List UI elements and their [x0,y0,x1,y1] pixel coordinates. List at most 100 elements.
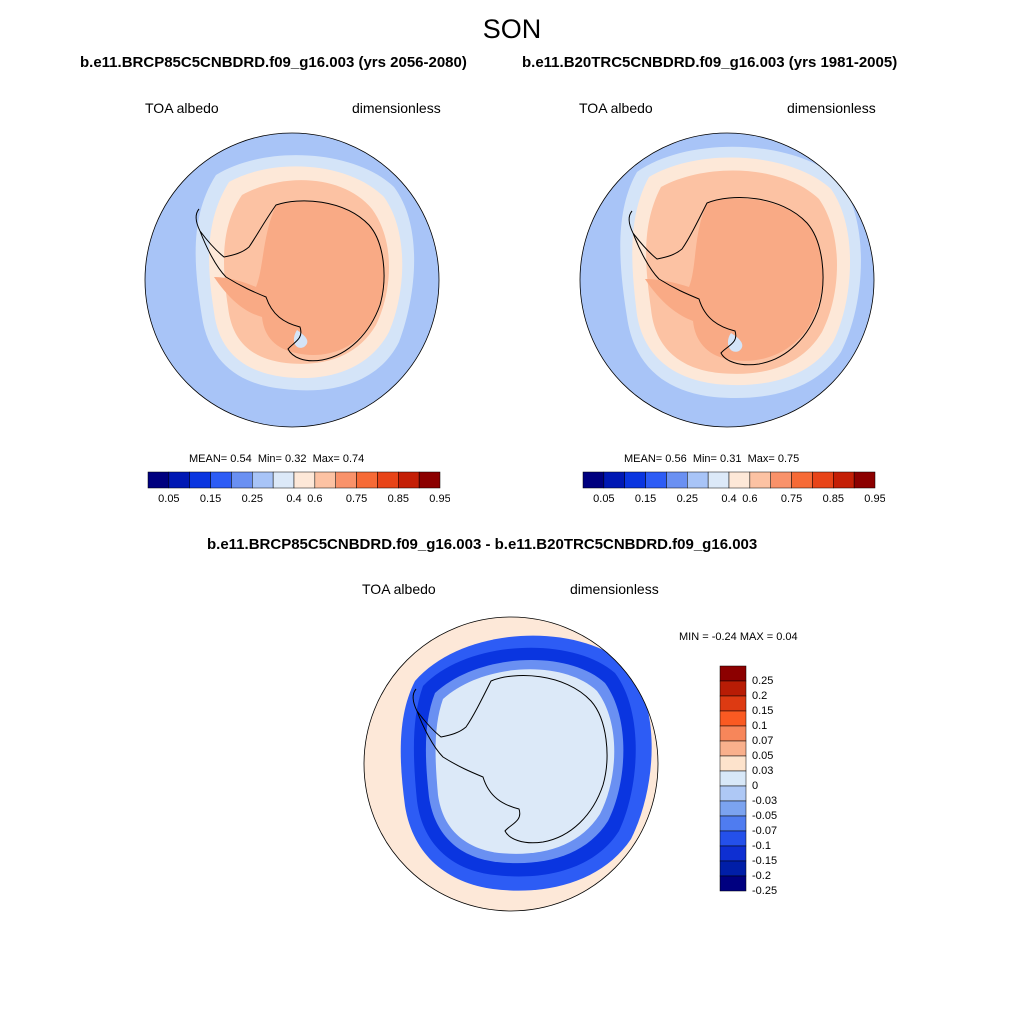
diff-polar-map [363,616,659,912]
panel-2-case-title: b.e11.B20TRC5CNBDRD.f09_g16.003 (yrs 198… [522,54,898,71]
colorbar-box [687,471,709,489]
colorbar-box [356,471,378,489]
panel-2-min-value: 0.31 [720,453,742,465]
colorbar-tick-label: 0.07 [752,735,773,747]
colorbar-tick-label: 0.05 [752,750,773,762]
colorbar-box [252,471,274,489]
colorbar-box [719,770,747,787]
colorbar-box [812,471,834,489]
colorbar-tick-label: 0.25 [677,493,698,505]
colorbar-box [770,471,792,489]
colorbar-box [853,471,876,489]
colorbar-box [645,471,667,489]
colorbar-box [293,471,316,489]
colorbar-box [377,471,399,489]
colorbar-tick-label: 0.75 [346,493,367,505]
panel-2-max-value: 0.75 [777,453,800,465]
diff-colorbar-boxes [719,665,747,892]
colorbar-box [719,785,747,802]
colorbar-box [719,740,747,757]
panel-2-colorbar-ticks: 0.05 0.15 0.25 0.4 0.6 0.75 0.85 0.95 [593,493,885,505]
figure-title: SON [482,14,542,44]
panel-2-units-label: dimensionless [787,100,876,116]
colorbar-tick-label: 0.85 [388,493,409,505]
colorbar-tick-label: 0.25 [752,675,773,687]
colorbar-box [210,471,232,489]
colorbar-tick-label: 0.25 [242,493,263,505]
colorbar-box [314,471,336,489]
colorbar-box [719,860,747,877]
colorbar-box [666,471,688,489]
colorbar-box [719,680,747,697]
panel-2-max-label: Max= [747,453,775,465]
panel-1-min-value: 0.32 [285,453,307,465]
colorbar-tick-label: 0.95 [864,493,885,505]
colorbar-tick-label: -0.1 [752,840,771,852]
panel-2-colorbar-boxes [582,471,876,489]
diff-units-label: dimensionless [570,581,659,597]
colorbar-tick-label: 0.85 [823,493,844,505]
panel-1-mean-value: 0.54 [230,453,252,465]
colorbar-tick-label: -0.25 [752,885,777,897]
colorbar-tick-label: 0.4 [721,493,736,505]
colorbar-box [582,471,605,489]
colorbar-tick-label: 0.05 [593,493,614,505]
panel-2-mean-value: 0.56 [665,453,687,465]
colorbar-box [719,845,747,862]
colorbar-box [719,830,747,847]
panel-1-case-title: b.e11.BRCP85C5CNBDRD.f09_g16.003 (yrs 20… [80,54,467,71]
colorbar-box [719,710,747,727]
diff-colorbar: 0.25 0.2 0.15 0.1 0.07 0.05 0.03 0 -0.03 -0.05 -0.… [719,665,777,897]
colorbar-box [189,471,211,489]
colorbar-tick-label: 0.2 [752,690,767,702]
panel-1-colorbar-ticks: 0.05 0.15 0.25 0.4 0.6 0.75 0.85 0.95 [158,493,450,505]
colorbar-box [707,471,730,489]
colorbar-box [791,471,813,489]
colorbar-tick-label: 0.4 [286,493,301,505]
colorbar-box [719,695,747,712]
colorbar-tick-label: -0.07 [752,825,777,837]
colorbar-tick-label: 0.15 [200,493,221,505]
colorbar-box [719,725,747,742]
panel-1-colorbar: 0.05 0.15 0.25 0.4 0.6 0.75 0.85 0.95 [147,471,450,505]
colorbar-tick-label: 0.6 [307,493,322,505]
colorbar-tick-label: 0.95 [429,493,450,505]
colorbar-tick-label: 0.6 [742,493,757,505]
colorbar-box [749,471,771,489]
colorbar-box [603,471,625,489]
panel-1-variable-label: TOA albedo [145,100,219,116]
colorbar-box [719,815,747,832]
panel-1-min-label: Min= [257,453,282,465]
panel-1-max-label: Max= [312,453,340,465]
colorbar-tick-label: 0.15 [635,493,656,505]
colorbar-tick-label: 0.05 [158,493,179,505]
panel-2-min-label: Min= [692,453,717,465]
colorbar-box [418,471,441,489]
diff-colorbar-ticks: 0.25 0.2 0.15 0.1 0.07 0.05 0.03 0 -0.03 -0.05 -0.… [752,675,777,897]
colorbar-box [719,755,747,772]
colorbar-box [728,471,751,489]
colorbar-box [147,471,170,489]
colorbar-box [335,471,357,489]
colorbar-box [719,875,747,892]
colorbar-tick-label: 0.03 [752,765,773,777]
diff-case-title: b.e11.BRCP85C5CNBDRD.f09_g16.003 - b.e11… [207,536,758,553]
colorbar-tick-label: -0.15 [752,855,777,867]
panel-2-polar-map [579,132,875,428]
panel-1-polar-map [144,132,440,428]
panel-2-colorbar: 0.05 0.15 0.25 0.4 0.6 0.75 0.85 0.95 [582,471,885,505]
colorbar-box [272,471,295,489]
panel-1-units-label: dimensionless [352,100,441,116]
panel-2-mean-label: MEAN= [624,453,663,465]
panel-1-max-value: 0.74 [342,453,365,465]
panel-1-colorbar-boxes [147,471,441,489]
panel-1-mean-label: MEAN= [189,453,228,465]
colorbar-box [231,471,253,489]
colorbar-box [168,471,190,489]
diff-variable-label: TOA albedo [362,581,436,597]
colorbar-tick-label: 0.1 [752,720,767,732]
colorbar-tick-label: -0.03 [752,795,777,807]
colorbar-tick-label: -0.05 [752,810,777,822]
colorbar-tick-label: 0.15 [752,705,773,717]
colorbar-box [833,471,855,489]
